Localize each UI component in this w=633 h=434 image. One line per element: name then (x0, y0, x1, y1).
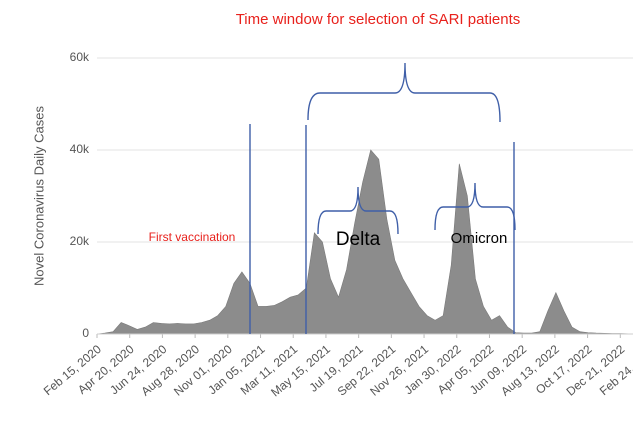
delta-brace (317, 186, 399, 235)
annotation: First vaccination (149, 230, 236, 244)
area (96, 149, 633, 335)
annotation: Delta (336, 229, 381, 250)
omicron-brace (434, 182, 516, 231)
y-tick-label: 0 (82, 326, 89, 340)
y-tick-label: 60k (70, 50, 90, 64)
y-axis-label: Novel Coronavirus Daily Cases (31, 106, 46, 286)
annotation: Omicron (451, 230, 508, 247)
annotation-lines (249, 62, 516, 334)
window-brace (307, 62, 501, 123)
y-tick-label: 40k (70, 142, 90, 156)
chart-title: Time window for selection of SARI patien… (236, 11, 521, 28)
y-tick-label: 20k (70, 234, 90, 248)
